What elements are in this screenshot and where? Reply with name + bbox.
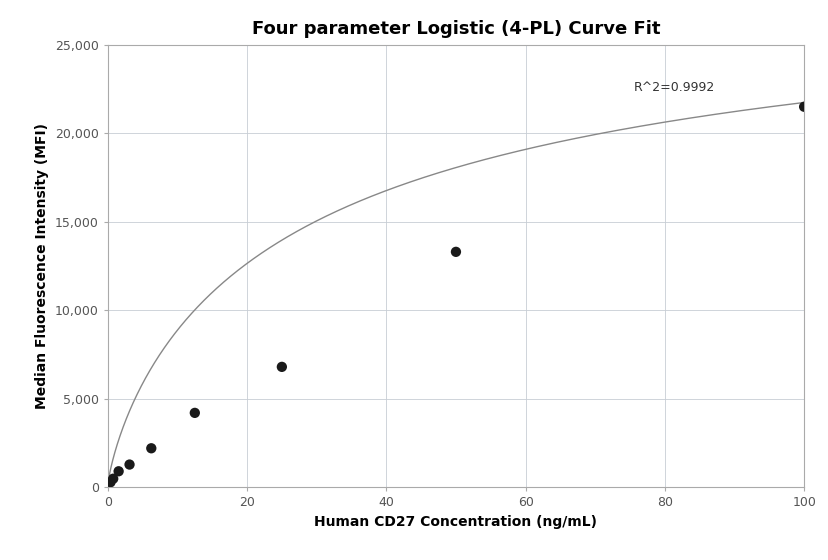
Point [107,474,120,483]
Y-axis label: Median Fluorescence Intensity (MFI): Median Fluorescence Intensity (MFI) [36,123,49,409]
Text: R^2=0.9992: R^2=0.9992 [633,81,714,94]
Point [188,408,201,417]
Point [275,362,288,371]
Point [144,444,157,452]
Point [112,467,125,476]
Point [449,248,462,256]
Point [104,478,117,487]
Point [797,102,810,111]
Point [123,460,136,469]
X-axis label: Human CD27 Concentration (ng/mL): Human CD27 Concentration (ng/mL) [314,515,597,529]
Title: Four parameter Logistic (4-PL) Curve Fit: Four parameter Logistic (4-PL) Curve Fit [252,20,659,38]
